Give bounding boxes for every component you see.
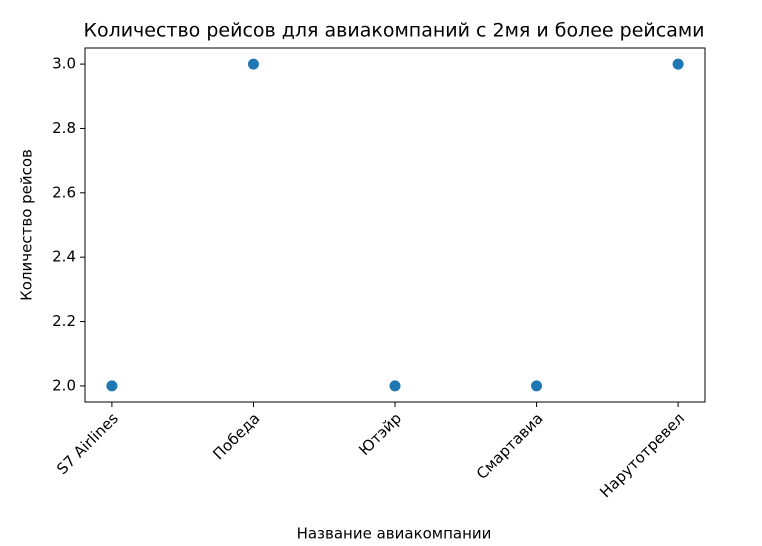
y-axis-label: Количество рейсов [18, 149, 36, 301]
y-tick-label: 2.0 [52, 376, 76, 394]
y-tick-label: 2.2 [52, 312, 76, 330]
point [106, 380, 118, 392]
point [389, 380, 401, 392]
point [531, 380, 543, 392]
y-tick-label: 2.6 [52, 183, 76, 201]
y-tick-label: 2.4 [52, 248, 76, 266]
y-tick-label: 3.0 [52, 55, 76, 73]
y-tick-label: 2.8 [52, 119, 76, 137]
chart-title: Количество рейсов для авиакомпаний с 2мя… [83, 20, 704, 42]
x-axis-label: Название авиакомпании [297, 525, 492, 543]
point [672, 58, 684, 70]
point [247, 58, 259, 70]
